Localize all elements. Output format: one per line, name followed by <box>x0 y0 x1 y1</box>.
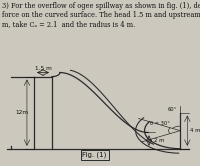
Text: 60°: 60° <box>168 107 177 112</box>
Text: 12m: 12m <box>15 110 28 115</box>
Text: Fig. (1): Fig. (1) <box>82 151 107 158</box>
Text: 3) For the overflow of ogee spillway as shown in fig. (1), determine the dynamic: 3) For the overflow of ogee spillway as … <box>2 2 200 28</box>
Text: 4 m: 4 m <box>190 128 200 133</box>
Text: θ = 30°: θ = 30° <box>150 121 170 125</box>
Text: 1.5 m: 1.5 m <box>35 66 51 71</box>
Text: 2 m: 2 m <box>154 138 165 143</box>
